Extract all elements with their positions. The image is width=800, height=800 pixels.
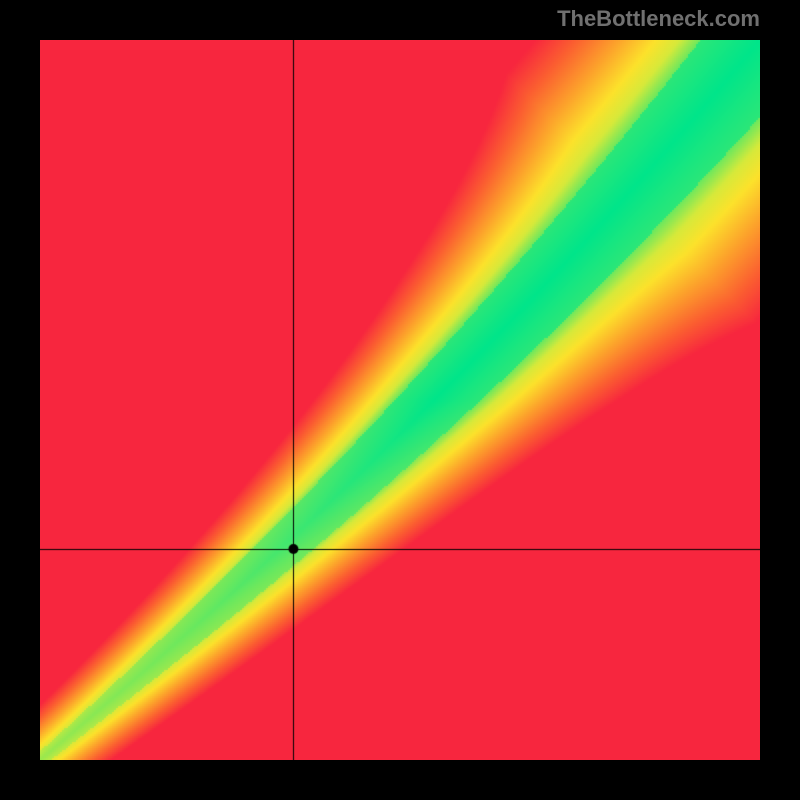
watermark-text: TheBottleneck.com — [557, 6, 760, 32]
heatmap-canvas — [40, 40, 760, 760]
heatmap-plot — [40, 40, 760, 760]
